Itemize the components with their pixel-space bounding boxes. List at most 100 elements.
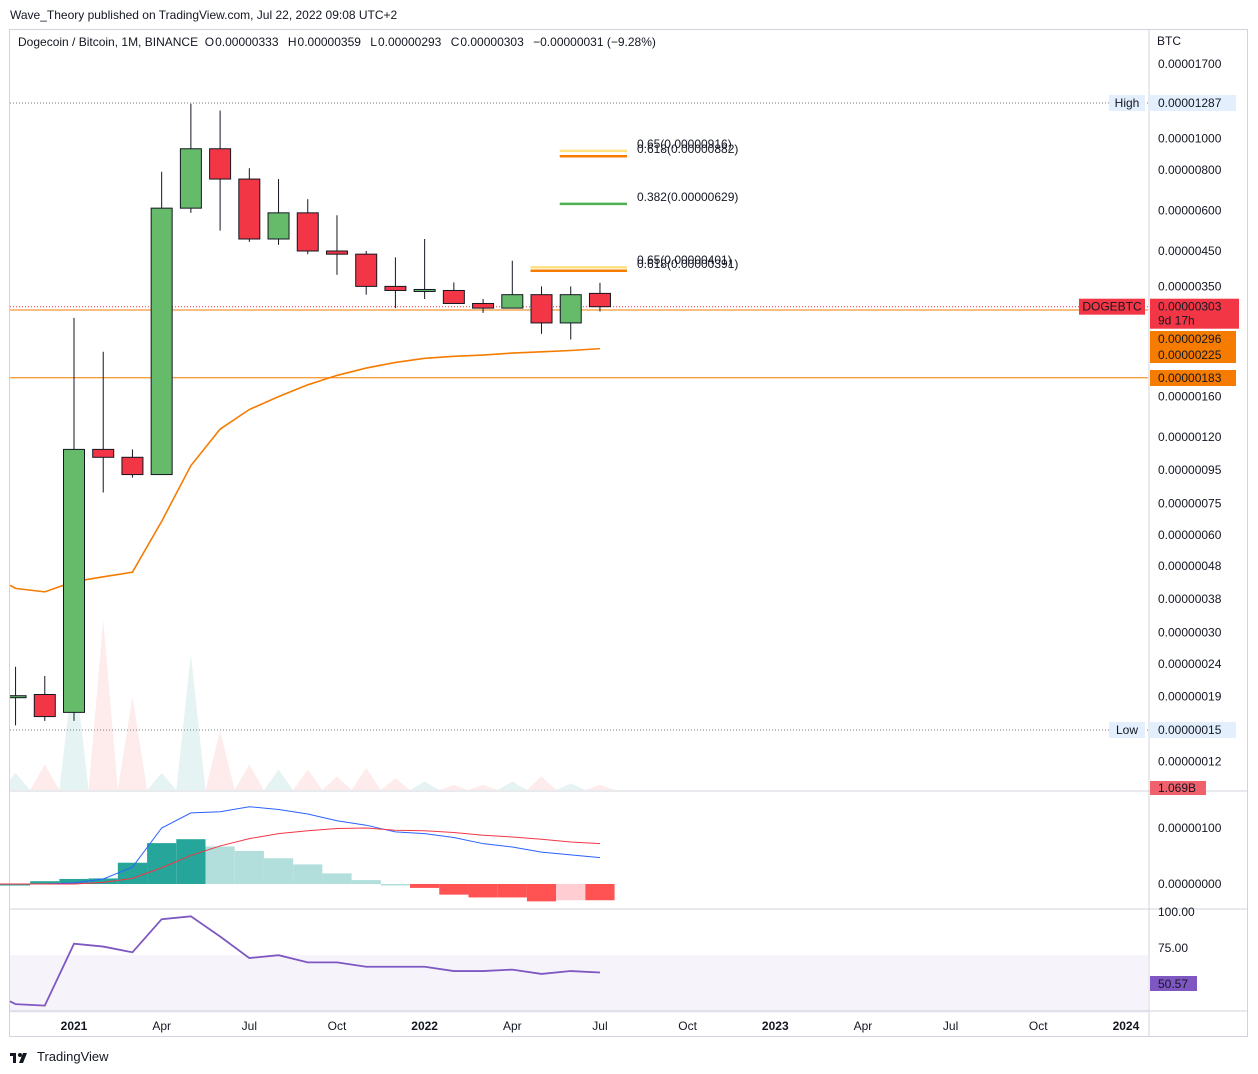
candle-body [530,294,553,324]
price-axis-tick: 0.00000800 [1158,163,1222,177]
chart-frame [9,29,1248,1037]
time-axis-tick: Jul [943,1019,958,1033]
price-pane: 0.65(0.00000916)0.618(0.00000882) 0.382(0… [10,102,1148,790]
macd-histogram-bar [30,881,60,884]
macd-histogram-bar [585,884,615,901]
candle-body [209,148,232,180]
macd-histogram-bar [526,884,557,902]
price-label-bg [1150,95,1236,111]
macd-histogram-bar [351,880,381,884]
time-axis-tick: Oct [328,1019,347,1033]
candle-2021-08 [267,179,290,245]
volume-bar [585,784,615,790]
candle-2021-07 [238,168,261,242]
volume-bar [234,764,264,790]
macd-histogram-bar [263,858,294,884]
price-axis-tick: 0.00000120 [1158,430,1222,444]
rsi-label-bg [1150,976,1197,991]
rsi-axis-tick: 75.00 [1158,941,1188,955]
candle-2020-11 [10,666,27,726]
candle-2022-01 [413,238,436,300]
volume-bar [10,773,31,790]
time-axis-tick: Oct [1029,1019,1048,1033]
legend-close-label: C [450,35,460,49]
candle-body [501,294,524,309]
macd-histogram-bar [556,884,586,901]
volume-bar [117,696,148,790]
time-axis-tick: Jul [242,1019,257,1033]
macd-axis-tick: 0.00000100 [1158,821,1222,835]
price-label-value: 0.00000183 [1158,371,1222,385]
legend-close: 0.00000303 [460,35,524,49]
volume-bar [468,784,498,790]
rsi-axis-tick: 100.00 [1158,905,1195,919]
volume-bar [351,767,381,790]
macd-histogram-bar [0,884,1,886]
candle-body [296,212,319,252]
time-axis-tick: Jul [592,1019,607,1033]
candle-2021-03 [121,449,144,478]
candle-body [150,207,173,476]
macd-histogram-bar [205,846,235,884]
price-label-bg [1150,331,1236,347]
candle-body [355,253,378,287]
macd-histogram-bar [410,884,440,888]
candle-body [472,302,495,309]
publisher-credit: Wave_Theory published on TradingView.com… [10,8,398,22]
fib-level-label: 0.618(0.00000391) [637,257,738,271]
time-axis-tick: 2022 [411,1019,438,1033]
volume-label-bg [1150,781,1206,795]
macd-histogram-bar [380,884,411,886]
volume-bar [205,730,235,790]
candle-2021-10 [325,215,348,275]
price-axis-tick: 0.00000160 [1158,390,1222,404]
rsi-line [9,915,601,1007]
candle-2021-04 [150,171,173,476]
candle-2021-09 [296,199,319,255]
price-label-countdown: 9d 17h [1158,314,1195,328]
macd-histogram-bar [59,878,89,884]
legend-symbol[interactable]: Dogecoin / Bitcoin, 1M, BINANCE [18,35,199,49]
price-axis-tick: 0.00000060 [1158,528,1222,542]
fib-level-label: 0.618(0.00000882) [637,142,738,156]
macd-histogram-bar [176,839,206,884]
price-label-tag-bg [1079,298,1145,315]
candle-2022-04 [501,260,524,309]
price-label-level-183: 0.00000183 [1150,370,1236,386]
price-label-tag: DOGEBTC [1082,300,1142,314]
legend-low-label: L [370,35,377,49]
signal-line [0,827,600,885]
volume-bar [176,654,206,790]
price-label-bg [1150,370,1236,386]
price-label-ma-225: 0.00000225 [1150,347,1236,363]
price-label-value: 0.00000225 [1158,348,1222,362]
volume-bar [147,773,177,790]
tradingview-brand[interactable]: TradingView [10,1049,109,1064]
candle-2021-11 [355,250,378,295]
price-axis-tick: 0.00000095 [1158,463,1222,477]
macd-histogram-bar [117,862,148,884]
candle-body [588,292,611,308]
macd-histogram-bar [0,884,31,886]
fib-level-label: 0.382(0.00000629) [637,190,738,204]
candle-2021-02 [92,351,115,493]
candle-body [238,178,261,240]
macd-histogram-bar [468,884,498,898]
price-axis-tick: 0.00000048 [1158,559,1222,573]
rsi-label: 50.57 [1158,977,1188,991]
price-label-tag: High [1115,96,1140,110]
legend-high-label: H [287,35,297,49]
candle-2021-12 [384,257,407,309]
price-axis-tick: 0.00001000 [1158,132,1222,146]
volume-bar [263,769,294,790]
volume-bar [556,783,586,790]
volume-bar [439,784,469,790]
price-label-high: High 0.00001287 [1109,95,1236,111]
legend-open-label: O [204,35,215,49]
macd-histogram-bar [497,884,527,898]
price-axis-tick: 0.00001700 [1158,57,1222,71]
price-axis-tick: 0.00000038 [1158,592,1222,606]
price-axis-tick: 0.00000450 [1158,244,1222,258]
